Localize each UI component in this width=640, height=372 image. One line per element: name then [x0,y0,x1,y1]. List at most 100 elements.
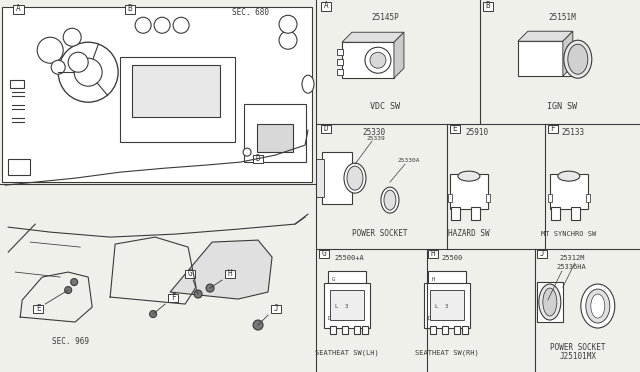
Bar [337,59,343,65]
Text: HAZARD SW: HAZARD SW [448,229,490,238]
Text: SEATHEAT SW(RH): SEATHEAT SW(RH) [415,349,479,356]
FancyBboxPatch shape [225,270,236,278]
Circle shape [173,17,189,33]
Text: 3: 3 [445,304,448,309]
Circle shape [135,17,151,33]
Bar [132,65,220,117]
Text: 25910: 25910 [466,128,489,137]
Polygon shape [563,31,573,76]
Text: G: G [332,277,335,282]
Text: 25330: 25330 [362,128,385,137]
Bar [257,124,293,152]
Ellipse shape [384,190,396,210]
Text: H: H [431,249,435,258]
Circle shape [70,279,77,286]
Circle shape [150,311,157,318]
Text: 25151M: 25151M [548,13,576,22]
Polygon shape [170,240,272,299]
Circle shape [154,17,170,33]
Bar [2,7,312,182]
Ellipse shape [381,187,399,213]
Ellipse shape [591,294,605,318]
Circle shape [74,58,102,86]
Text: 25339: 25339 [367,136,386,141]
Text: 25336HA: 25336HA [557,264,587,270]
Bar [120,57,235,142]
Bar [462,326,468,334]
Bar [571,207,580,220]
Text: 3: 3 [345,304,348,309]
Bar [430,290,464,320]
Circle shape [253,320,263,330]
Ellipse shape [581,284,615,328]
Bar [550,174,588,209]
Ellipse shape [344,163,366,193]
Text: A: A [16,4,20,13]
Text: POWER SOCKET: POWER SOCKET [550,343,605,352]
Text: 25500: 25500 [442,255,463,261]
Text: F: F [171,293,175,302]
Bar [518,41,573,76]
Circle shape [37,37,63,63]
Polygon shape [518,31,573,41]
Ellipse shape [586,289,610,323]
Text: IGN SW: IGN SW [547,102,577,111]
Bar [448,194,452,202]
Bar [10,80,24,88]
Text: G: G [322,249,326,258]
Text: MT SYNCHRO SW: MT SYNCHRO SW [541,231,596,237]
Circle shape [194,290,202,298]
Text: L: L [334,304,337,309]
Ellipse shape [458,171,480,181]
Text: H: H [228,269,232,278]
Text: SEC. 680: SEC. 680 [232,8,269,17]
Bar [328,271,366,285]
FancyBboxPatch shape [536,250,547,259]
Text: D: D [324,124,328,133]
Text: J: J [540,249,544,258]
Ellipse shape [302,75,314,93]
Text: 25312M: 25312M [559,255,584,261]
Text: L: L [434,304,437,309]
FancyBboxPatch shape [319,250,330,259]
FancyBboxPatch shape [33,305,44,313]
Bar [362,326,368,334]
Bar [586,194,590,202]
Bar [471,207,480,220]
FancyBboxPatch shape [321,125,332,134]
Bar [442,326,448,334]
Bar [451,207,460,220]
Circle shape [243,148,251,156]
Bar [322,152,352,204]
Bar [342,326,348,334]
Bar [548,194,552,202]
Text: 25145P: 25145P [371,13,399,22]
FancyBboxPatch shape [185,270,195,278]
Bar [454,326,460,334]
Ellipse shape [564,40,592,78]
Bar [337,69,343,75]
Text: SEATHEAT SW(LH): SEATHEAT SW(LH) [315,349,379,356]
Circle shape [58,42,118,102]
Text: SEC. 969: SEC. 969 [52,337,89,346]
FancyBboxPatch shape [168,294,179,302]
Circle shape [365,47,391,73]
Circle shape [51,60,65,74]
Circle shape [65,286,72,294]
Text: D: D [428,316,431,321]
Circle shape [206,284,214,292]
Bar [354,326,360,334]
Text: B: B [128,4,132,13]
Bar [537,282,563,322]
Bar [551,207,560,220]
Circle shape [279,31,297,49]
Text: D: D [328,316,332,321]
Bar [450,174,488,209]
Text: B: B [486,1,490,10]
Ellipse shape [558,171,580,181]
FancyBboxPatch shape [125,5,136,13]
Bar [430,326,436,334]
FancyBboxPatch shape [321,2,332,10]
Bar [486,194,490,202]
FancyBboxPatch shape [271,305,282,313]
